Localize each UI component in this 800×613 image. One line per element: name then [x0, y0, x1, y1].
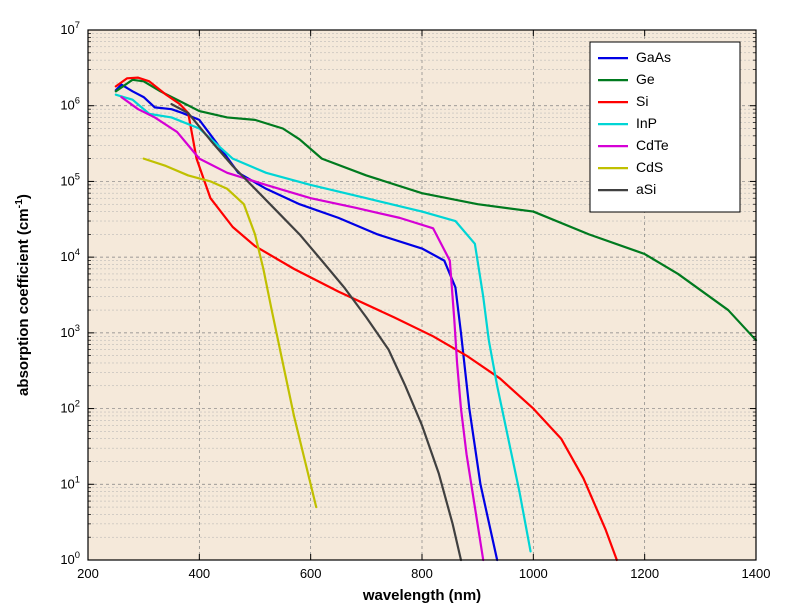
x-axis-label: wavelength (nm): [362, 587, 481, 604]
legend-label-GaAs: GaAs: [636, 49, 671, 65]
x-tick-label: 1400: [742, 566, 771, 581]
legend-label-Ge: Ge: [636, 71, 655, 87]
legend-label-Si: Si: [636, 93, 648, 109]
x-tick-label: 1200: [630, 566, 659, 581]
chart-container: 2004006008001000120014001001011021031041…: [0, 0, 800, 613]
legend-label-CdTe: CdTe: [636, 137, 669, 153]
legend-label-InP: InP: [636, 115, 657, 131]
x-tick-label: 400: [188, 566, 210, 581]
x-tick-label: 800: [411, 566, 433, 581]
x-tick-label: 600: [300, 566, 322, 581]
y-axis-label: absorption coefficient (cm-1): [13, 194, 32, 396]
legend-label-CdS: CdS: [636, 159, 663, 175]
absorption-chart: 2004006008001000120014001001011021031041…: [0, 0, 800, 613]
legend-label-aSi: aSi: [636, 181, 656, 197]
x-tick-label: 1000: [519, 566, 548, 581]
x-tick-label: 200: [77, 566, 99, 581]
legend: [590, 42, 740, 212]
